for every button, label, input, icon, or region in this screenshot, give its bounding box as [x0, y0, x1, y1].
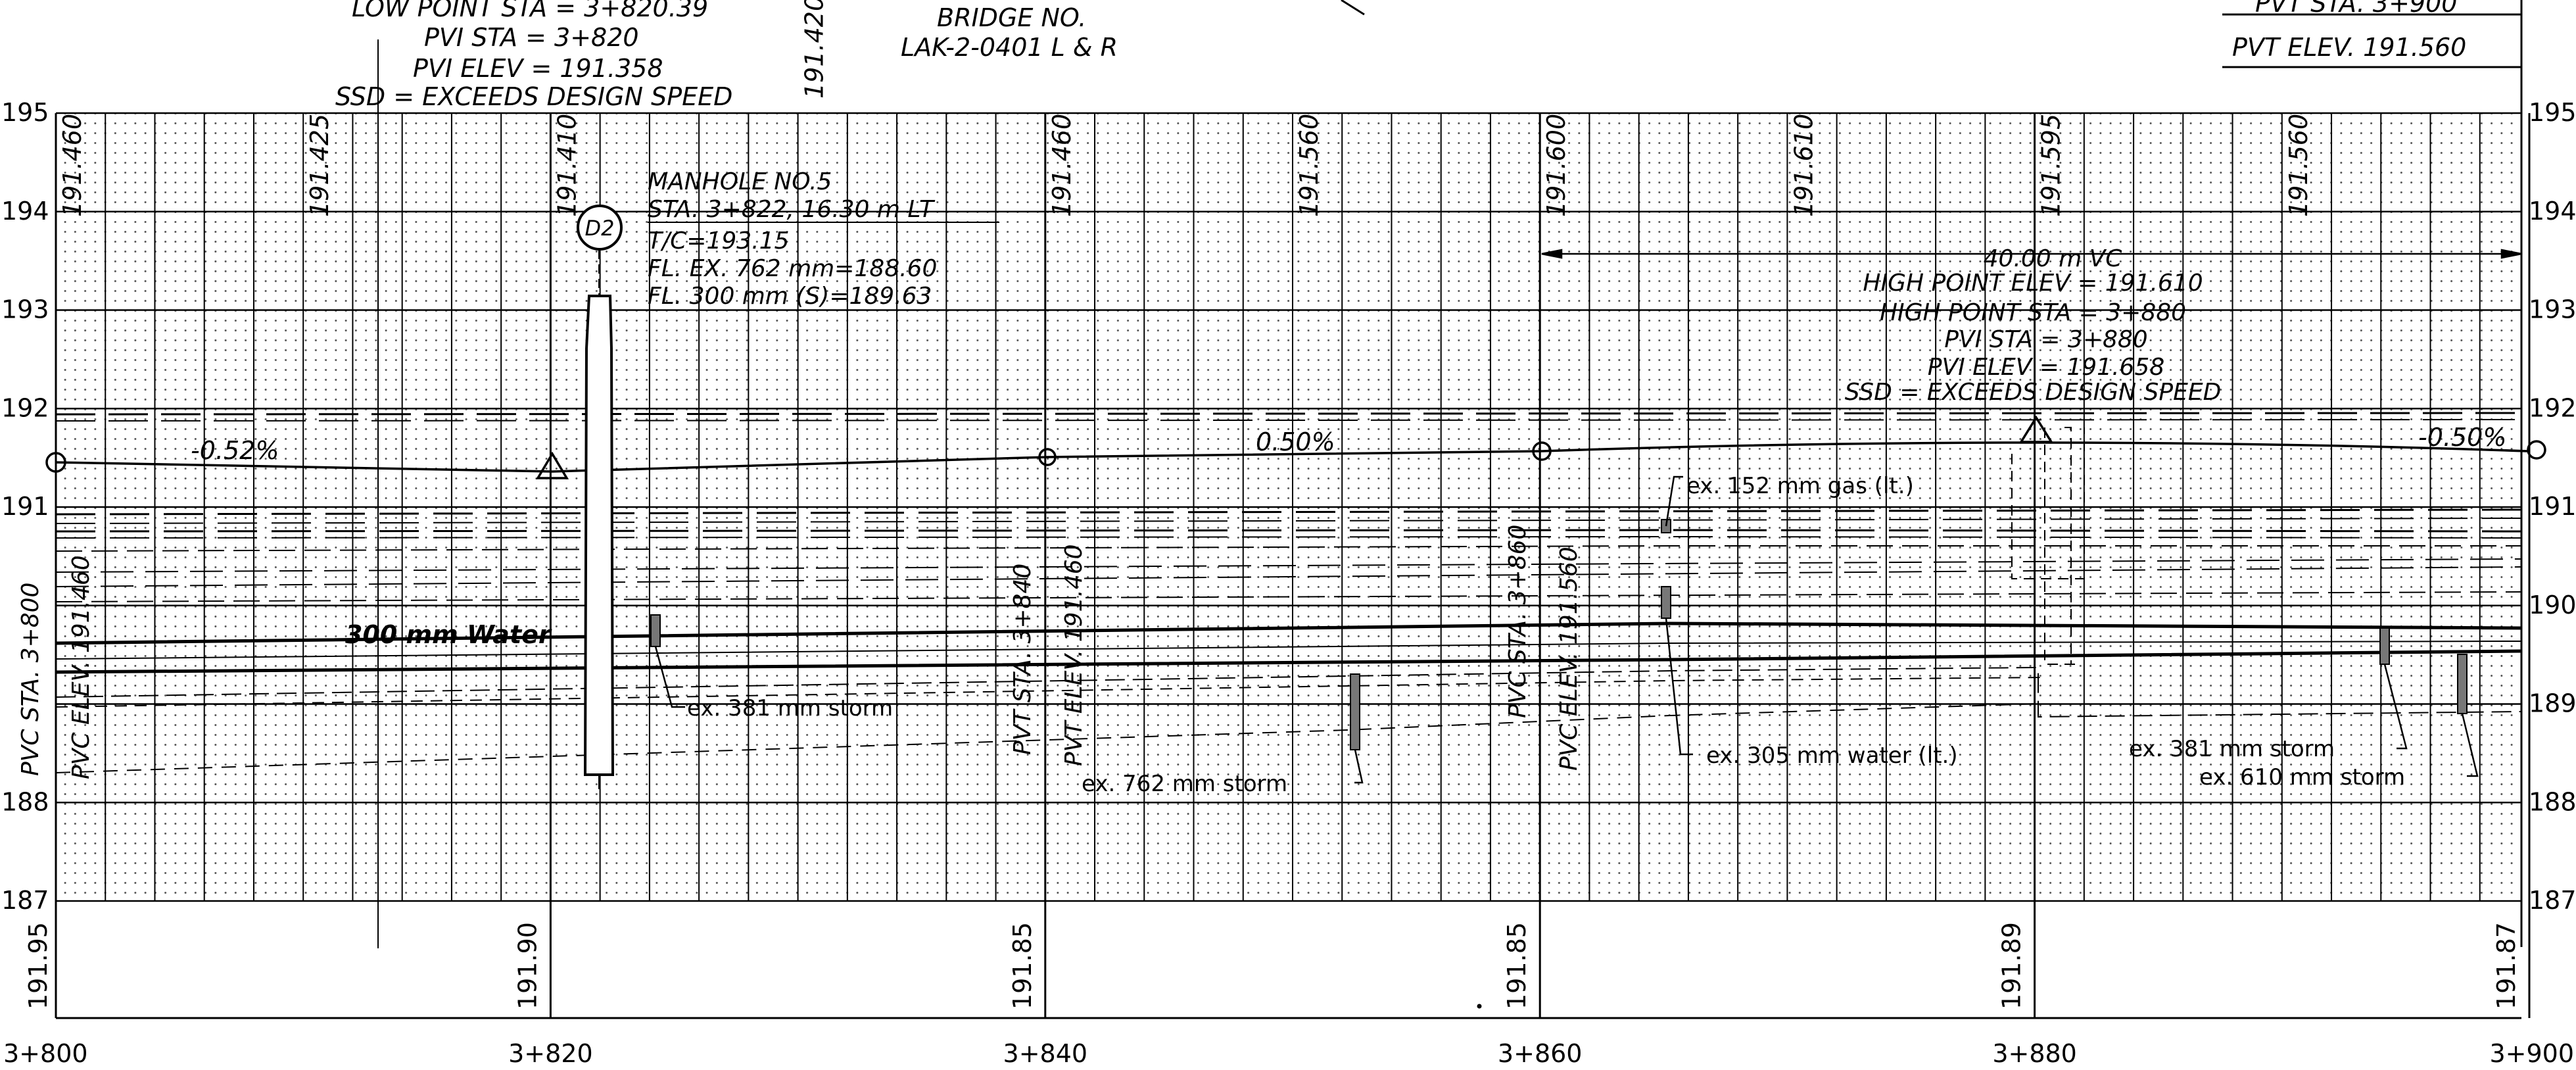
- elevation-label-left: 193: [1, 295, 49, 324]
- gas-152-label: ex. 152 mm gas (lt.): [1686, 473, 1914, 499]
- proposed-elevation-label: 191.410: [552, 114, 581, 217]
- existing-ground-label: 191.89: [1997, 922, 2026, 1009]
- station-label: 3+860: [1498, 1039, 1583, 1068]
- station-label: 3+840: [1003, 1039, 1088, 1068]
- bridge-no: BRIDGE NO.: [937, 3, 1086, 32]
- elevation-label-right: 187: [2529, 886, 2576, 915]
- existing-ground-label: 191.85: [1008, 922, 1037, 1009]
- manhole-symbol: D2: [585, 216, 615, 241]
- elevation-label-right: 194: [2529, 197, 2576, 226]
- vc-length: 40.00 m VC: [1984, 245, 2123, 272]
- vc-hp-elev: HIGH POINT ELEV = 191.610: [1863, 270, 2203, 297]
- manhole-station: STA. 3+822, 16.30 m LT: [648, 196, 936, 223]
- station-label: 3+820: [508, 1039, 593, 1068]
- elevation-label-left: 188: [1, 787, 49, 816]
- pvt-sta-right: PVT STA. 3+900: [2255, 0, 2457, 18]
- proposed-elevation-label: 191.560: [1295, 114, 1324, 217]
- pvc-elev-left: PVC ELEV. 191.460: [68, 555, 95, 779]
- existing-ground-label: 191.95: [24, 922, 53, 1009]
- manhole-tc: T/C=193.15: [648, 228, 789, 255]
- proposed-elevation-label: 191.610: [1789, 114, 1818, 217]
- elevation-label-left: 194: [1, 197, 49, 226]
- vertical-curve-note: 40.00 m VC HIGH POINT ELEV = 191.610 HIG…: [1845, 245, 2222, 406]
- pvt-sta-mid: PVT STA. 3+840: [1009, 564, 1036, 755]
- proposed-elevation-label: 191.460: [58, 114, 87, 217]
- elevation-label-right: 191: [2529, 492, 2576, 521]
- water-main-label: 300 mm Water: [345, 620, 552, 649]
- proposed-elevation-label: 191.425: [305, 114, 334, 217]
- bridge-id: LAK-2-0401 L & R: [901, 33, 1118, 62]
- elevation-label-left: 192: [1, 393, 49, 422]
- station-labels: 3+800 3+820 3+840 3+860 3+880 3+900: [3, 1039, 2574, 1068]
- vc-pvi-sta: PVI STA = 3+880: [1944, 326, 2147, 353]
- manhole-fl-300: FL. 300 mm (S)=189.63: [648, 283, 932, 310]
- pvc-sta-left: PVC STA. 3+800: [17, 583, 44, 776]
- manhole-no: MANHOLE NO.5: [648, 168, 832, 195]
- pvt-elev-mid: PVT ELEV. 191.460: [1061, 544, 1087, 766]
- water-305-label: ex. 305 mm water (lt.): [1706, 742, 1958, 769]
- proposed-elevation-label: 191.600: [1542, 114, 1571, 217]
- elevation-label-right: 189: [2529, 689, 2576, 718]
- existing-ground-label: 191.90: [513, 922, 542, 1009]
- grade-left: -0.52%: [191, 436, 279, 465]
- stray-dot: [1477, 1004, 1482, 1009]
- pvi-elev-left: PVI ELEV = 191.358: [413, 54, 663, 83]
- header-text: LOW POINT STA = 3+820.39 PVI STA = 3+820…: [335, 0, 2466, 111]
- elevation-label-right: 195: [2529, 98, 2576, 127]
- elevation-label-left: 187: [1, 886, 49, 915]
- vc-ssd: SSD = EXCEEDS DESIGN SPEED: [1845, 379, 2222, 406]
- station-label: 3+880: [1992, 1039, 2077, 1068]
- pvc-elev-mid: PVC ELEV. 191.560: [1556, 547, 1583, 771]
- storm-381-b-label: ex. 381 mm storm: [2129, 736, 2335, 762]
- pvc-sta-mid: PVC STA. 3+860: [1504, 525, 1531, 718]
- proposed-elevation-label: 191.420: [800, 0, 829, 99]
- proposed-elevation-label: 191.560: [2284, 114, 2313, 217]
- elevation-label-right: 188: [2529, 787, 2576, 816]
- grade-right: -0.50%: [2418, 423, 2506, 452]
- pvi-sta-left: PVI STA = 3+820: [424, 23, 639, 52]
- proposed-elevation-label: 191.595: [2037, 114, 2066, 217]
- elevation-label-right: 192: [2529, 393, 2576, 422]
- vc-hp-sta: HIGH POINT STA = 3+880: [1880, 299, 2186, 326]
- station-label: 3+900: [2489, 1039, 2574, 1068]
- storm-381-a-label: ex. 381 mm storm: [687, 695, 893, 721]
- storm-762-label: ex. 762 mm storm: [1082, 771, 1287, 797]
- existing-ground-label: 191.85: [1502, 922, 1531, 1009]
- elevation-label-right: 190: [2529, 591, 2576, 620]
- vc-pvi-elev: PVI ELEV = 191.658: [1928, 354, 2165, 381]
- existing-ground-label: 191.87: [2492, 922, 2521, 1009]
- existing-ground-labels: 191.95 191.90 191.85 191.85 191.89 191.87: [24, 922, 2521, 1009]
- proposed-elevation-label: 191.460: [1047, 114, 1076, 217]
- grade-middle: 0.50%: [1256, 427, 1335, 456]
- low-point-sta: LOW POINT STA = 3+820.39: [352, 0, 708, 22]
- elevation-axis-left: 195 194 193 192 191 188 187: [1, 98, 49, 915]
- pvt-marker-3900: [2528, 441, 2545, 458]
- ssd-left: SSD = EXCEEDS DESIGN SPEED: [335, 82, 732, 111]
- pvt-elev-right: PVT ELEV. 191.560: [2232, 33, 2466, 62]
- elevation-label-right: 193: [2529, 295, 2576, 324]
- station-label: 3+800: [3, 1039, 88, 1068]
- elevation-axis-right: 195 194 193 192 191 190 189 188 187: [2529, 98, 2576, 915]
- storm-610-label: ex. 610 mm storm: [2199, 764, 2405, 790]
- elevation-label-left: 195: [1, 98, 49, 127]
- elevation-label-left: 191: [1, 492, 49, 521]
- manhole-fl-ex: FL. EX. 762 mm=188.60: [648, 255, 937, 282]
